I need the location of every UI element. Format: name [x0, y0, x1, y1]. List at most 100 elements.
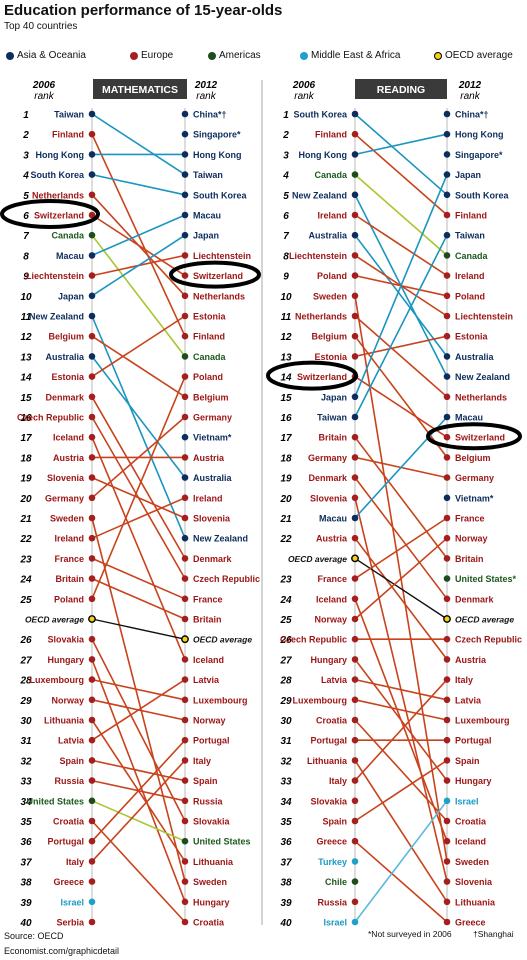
data-point-2006-maths [88, 130, 96, 138]
rank-number-2006-maths: 12 [20, 332, 32, 343]
data-point-2006-reading [351, 494, 359, 502]
rank-number-2006-reading: 28 [279, 676, 292, 687]
data-point-2006-maths [88, 292, 96, 300]
country-label-2006-maths: Australia [45, 352, 85, 362]
country-label-2012-maths: South Korea [193, 190, 247, 200]
data-point-2012-reading [443, 353, 451, 360]
rank-number-2006-maths: 3 [23, 150, 29, 161]
data-point-2006-reading [351, 393, 359, 401]
country-label-2012-maths: Czech Republic [193, 574, 260, 584]
rank-number-2006-reading: 12 [280, 332, 292, 343]
slope-line-maths [91, 436, 186, 660]
rank-number-2006-reading: 14 [280, 373, 292, 384]
rank-number-2006-maths: 23 [19, 554, 32, 565]
data-point-2006-maths [88, 656, 96, 663]
country-label-2012-reading: France [455, 514, 485, 524]
slope-line-reading [354, 214, 448, 277]
slope-line-reading [354, 335, 448, 358]
rank-number-2006-maths: 6 [23, 211, 29, 222]
country-label-2012-reading: Taiwan [455, 231, 485, 241]
data-point-2006-reading [351, 292, 359, 300]
country-label-2012-maths: Ireland [193, 493, 223, 503]
country-label-2006-maths: New Zealand [29, 312, 84, 322]
country-label-2012-maths: Denmark [193, 554, 233, 564]
country-label-2012-maths: Norway [193, 716, 226, 726]
data-point-2006-reading [351, 575, 359, 582]
country-label-2006-reading: Estonia [314, 352, 348, 362]
panel-title-reading: READING [377, 84, 425, 96]
country-label-2012-reading: China*† [455, 110, 489, 120]
data-point-2012-reading [443, 454, 451, 461]
data-point-2012-reading [443, 918, 451, 926]
data-point-2012-maths [181, 676, 189, 683]
rank-number-2006-maths: 33 [20, 777, 32, 788]
data-point-2012-maths [181, 918, 189, 926]
country-label-2012-maths: Belgium [193, 392, 229, 402]
rank-number-2006-maths: 36 [20, 837, 32, 848]
country-label-2012-reading: Belgium [455, 453, 491, 463]
country-label-2006-maths: Slovenia [47, 473, 85, 483]
rank-number-2006-maths: 39 [20, 898, 32, 909]
slope-line-maths [91, 214, 186, 257]
country-label-2012-maths: Estonia [193, 312, 227, 322]
country-label-2012-maths: Italy [193, 756, 211, 766]
legend-label: Americas [219, 50, 261, 61]
data-point-2006-maths [88, 595, 96, 603]
country-label-2006-reading: New Zealand [292, 190, 347, 200]
country-label-2006-reading: Belgium [311, 332, 347, 342]
rank-number-2006-reading: 5 [283, 191, 289, 202]
slope-line-maths [91, 234, 186, 357]
data-point-2006-maths [88, 393, 96, 401]
data-point-2012-maths [181, 312, 189, 320]
data-point-2012-maths [181, 474, 189, 481]
country-label-2012-reading: Portugal [455, 736, 492, 746]
data-point-2012-reading [443, 433, 451, 441]
country-label-2012-reading: Denmark [455, 594, 495, 604]
rank-number-2006-maths: 26 [19, 635, 32, 646]
country-label-2006-reading: Slovakia [310, 796, 348, 806]
data-point-2012-maths [181, 211, 189, 219]
rank-number-2006-maths: 21 [19, 514, 32, 525]
data-point-2012-reading [443, 837, 451, 845]
country-label-2012-maths: Iceland [193, 655, 224, 665]
country-label-2006-maths: Slovakia [47, 635, 85, 645]
country-label-2006-maths: France [54, 554, 84, 564]
country-label-2012-maths: Finland [193, 332, 225, 342]
country-label-2006-reading: Latvia [321, 675, 348, 685]
country-label-2012-reading: New Zealand [455, 372, 510, 382]
country-label-2012-maths: Russia [193, 796, 224, 806]
highlight-ellipse-2012-reading [426, 422, 522, 451]
data-point-2006-reading [351, 474, 359, 481]
rank-number-2006-maths: 38 [20, 878, 32, 889]
rank-number-2006-reading: 35 [280, 817, 292, 828]
country-label-2012-reading: Czech Republic [455, 635, 522, 645]
slope-line-reading [354, 173, 448, 257]
slope-line-maths [91, 739, 186, 842]
data-point-2012-reading [443, 635, 451, 643]
slope-line-maths [91, 618, 186, 640]
data-point-2006-maths [88, 252, 96, 259]
rank-number-2006-reading: 1 [283, 110, 289, 121]
data-point-2006-reading [351, 777, 359, 784]
country-label-2012-maths: Slovakia [193, 817, 231, 827]
data-point-2012-reading [443, 555, 451, 562]
data-point-2012-reading [443, 656, 451, 663]
rank-number-2006-maths: 7 [23, 231, 29, 242]
data-point-2012-maths [181, 575, 189, 582]
legend-label: Middle East & Africa [311, 50, 401, 61]
panel-title-maths: MATHEMATICS [102, 84, 178, 96]
data-point-2012-reading [443, 595, 451, 603]
data-point-2012-maths [181, 332, 189, 340]
slope-line-reading [354, 537, 448, 660]
country-label-2006-reading: Taiwan [317, 413, 347, 423]
country-label-2012-maths: Germany [193, 413, 232, 423]
data-point-2006-reading [351, 898, 359, 906]
data-point-2012-reading [443, 110, 451, 118]
slope-line-maths [91, 476, 186, 519]
data-point-2012-reading [443, 534, 451, 542]
country-label-2006-reading: Canada [314, 170, 348, 180]
data-point-2006-maths [88, 231, 96, 239]
rank-number-2006-maths: 16 [20, 413, 32, 424]
country-label-2012-maths: Britain [193, 615, 222, 625]
data-point-2006-reading [351, 554, 359, 563]
